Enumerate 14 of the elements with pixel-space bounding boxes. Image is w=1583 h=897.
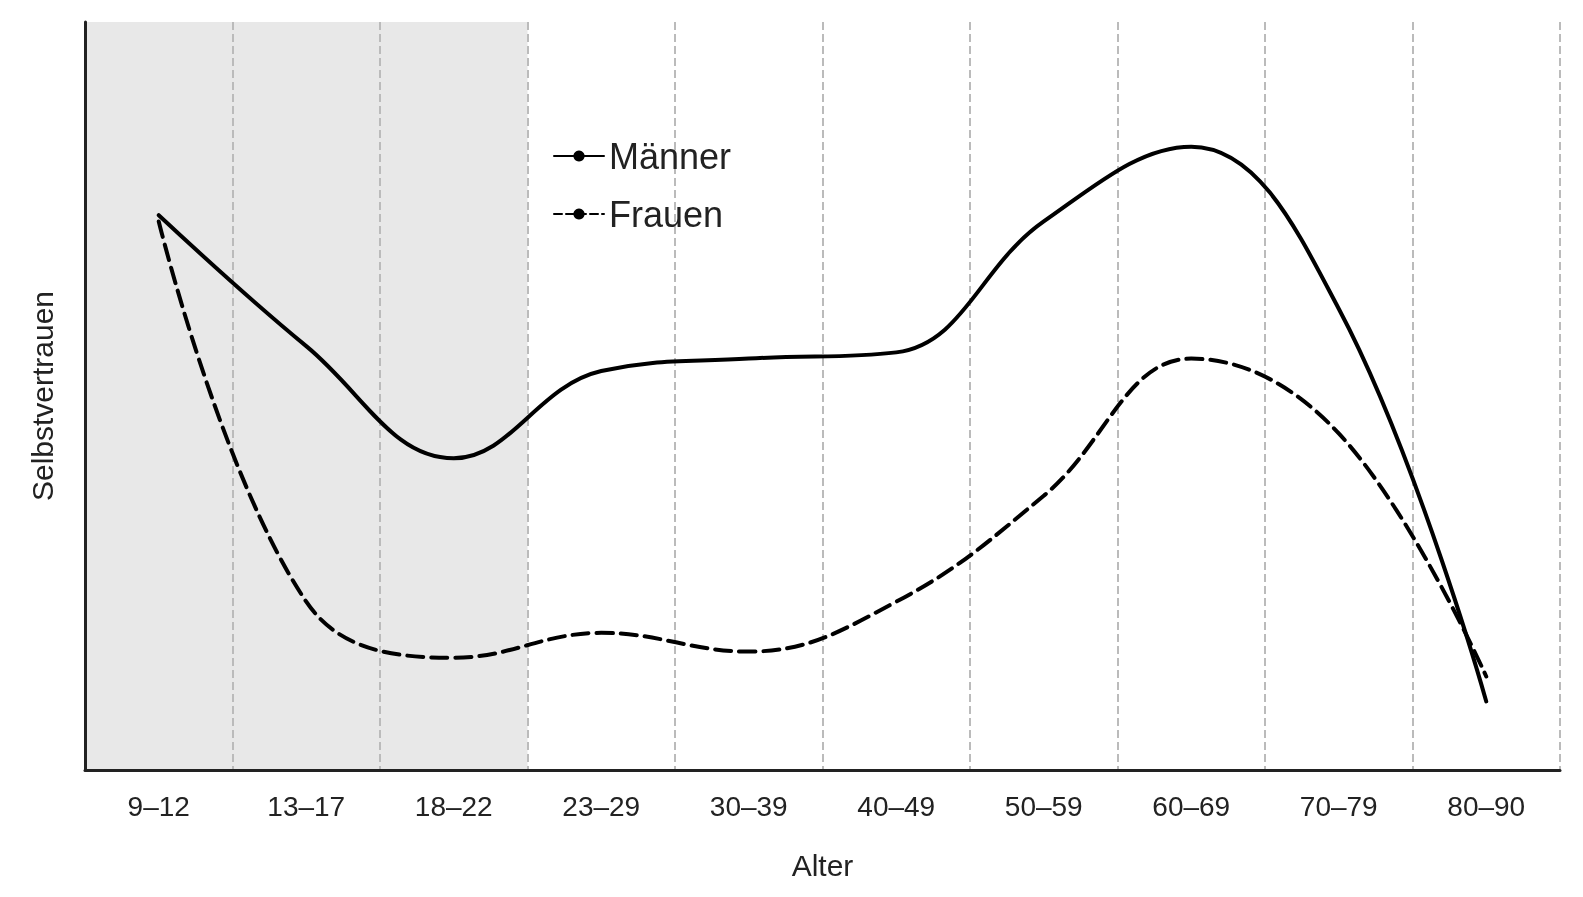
x-axis-title: Alter (791, 848, 854, 882)
legend-label: Frauen (609, 193, 724, 235)
x-tick-label: 30–39 (709, 790, 788, 822)
x-tick-label: 9–12 (127, 790, 190, 822)
x-tick-label: 18–22 (414, 790, 493, 822)
y-axis-title: Selbstvertrauen (25, 290, 59, 502)
x-tick-label: 50–59 (1004, 790, 1083, 822)
legend-label: Männer (609, 135, 732, 177)
x-tick-label: 60–69 (1152, 790, 1231, 822)
x-tick-label: 23–29 (562, 790, 641, 822)
x-tick-label: 40–49 (857, 790, 936, 822)
x-tick-label: 80–90 (1447, 790, 1526, 822)
x-tick-label: 70–79 (1299, 790, 1378, 822)
x-tick-label: 13–17 (267, 790, 346, 822)
